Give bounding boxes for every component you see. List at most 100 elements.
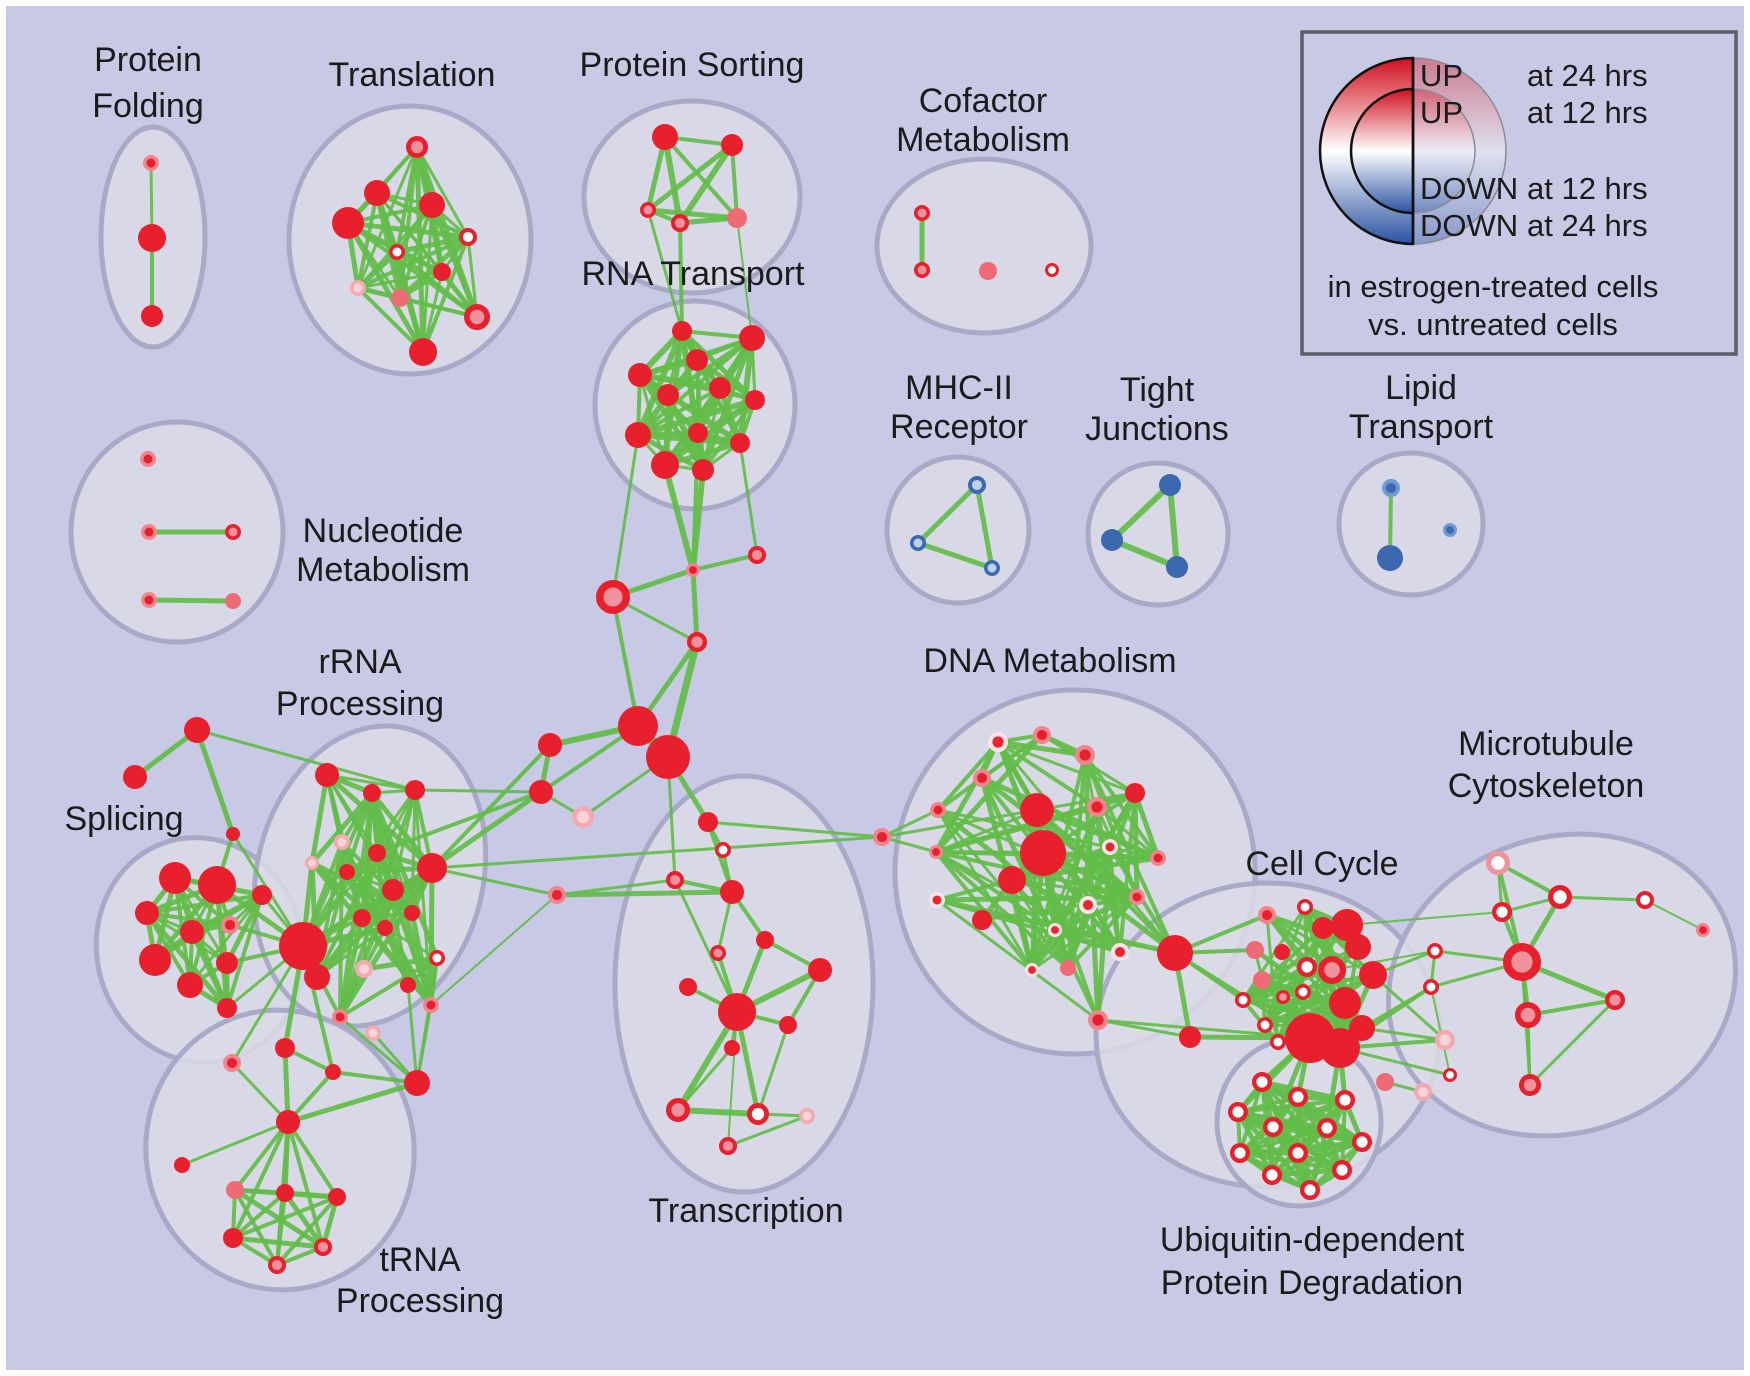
edge xyxy=(936,740,1000,812)
edge xyxy=(1095,805,1160,860)
node-DM17 xyxy=(1048,922,1063,937)
edge xyxy=(933,739,1001,855)
edge xyxy=(145,911,232,927)
node-T4 xyxy=(459,227,478,246)
edge xyxy=(1269,1167,1345,1178)
node-HUB1 xyxy=(618,706,658,746)
edge xyxy=(663,135,739,220)
edge xyxy=(331,1070,419,1085)
node-MC1 xyxy=(1548,885,1573,910)
edge xyxy=(915,540,995,571)
node-TN3 xyxy=(276,1184,294,1202)
node-TR8 xyxy=(679,978,697,996)
cluster-bubble-trna-processing xyxy=(143,1007,417,1293)
node-CC8 xyxy=(1317,956,1346,985)
node-CC16 xyxy=(1276,989,1291,1004)
edge xyxy=(662,462,696,573)
legend-box xyxy=(1300,30,1738,356)
node-UB11 xyxy=(1299,1179,1320,1200)
node-NM2 xyxy=(224,524,241,541)
node-CH0 xyxy=(685,562,700,577)
cluster-label-tight-junctions-line1: Tight xyxy=(1120,371,1195,409)
node-T3 xyxy=(419,192,445,218)
node-UB8 xyxy=(1287,1142,1308,1163)
cluster-label-rrna-processing-line2: Processing xyxy=(276,685,444,723)
node-UB6 xyxy=(1351,1131,1372,1152)
node-DM0 xyxy=(988,732,1009,753)
node-TJ2 xyxy=(1166,556,1188,578)
edge xyxy=(636,386,722,437)
edge xyxy=(691,431,700,572)
node-RR8 xyxy=(382,879,404,901)
node-L3 xyxy=(571,805,594,828)
edge xyxy=(675,1107,761,1117)
node-UB10 xyxy=(1261,1164,1282,1185)
node-TN2 xyxy=(226,1181,244,1199)
edge xyxy=(936,733,1044,812)
edge xyxy=(282,1045,291,1125)
edge xyxy=(1528,998,1617,1087)
legend-time-2: at 12 hrs xyxy=(1527,95,1648,130)
cluster-label-protein-folding-line2: Folding xyxy=(92,87,204,125)
legend-time-1: at 24 hrs xyxy=(1527,58,1648,93)
edge xyxy=(1167,482,1180,570)
edge xyxy=(935,898,1100,1022)
node-RR9 xyxy=(353,909,371,927)
cluster-label-rrna-processing-line1: rRNA xyxy=(318,643,401,681)
node-CH3 xyxy=(687,632,708,653)
cluster-bubble-transcription xyxy=(612,773,876,1195)
node-SP2 xyxy=(135,901,159,925)
node-RT3 xyxy=(628,363,652,387)
edge xyxy=(933,804,1100,855)
edge xyxy=(880,808,1039,839)
edge xyxy=(706,820,884,839)
node-UB3 xyxy=(1227,1101,1248,1122)
legend-time-3: at 12 hrs xyxy=(1527,171,1648,206)
node-CH2 xyxy=(595,579,630,614)
legend-direction-4: DOWN xyxy=(1420,208,1518,243)
edge xyxy=(145,893,264,915)
node-T10 xyxy=(409,338,437,366)
node-RT8 xyxy=(688,423,708,443)
node-MC7 xyxy=(1604,990,1625,1011)
edge xyxy=(1040,850,1178,956)
node-SP6 xyxy=(216,952,238,974)
edge xyxy=(691,553,759,572)
cluster-label-lipid-transport-line1: Lipid xyxy=(1385,369,1457,407)
cluster-label-cell-cycle: Cell Cycle xyxy=(1245,845,1398,883)
cluster-label-mhc-ii-receptor-line1: MHC-II xyxy=(905,369,1013,407)
edge xyxy=(611,595,640,728)
node-RR5 xyxy=(368,844,386,862)
node-RT7 xyxy=(625,422,651,448)
node-DM8 xyxy=(1020,793,1054,827)
edge xyxy=(662,397,758,468)
node-CC20 xyxy=(1376,1073,1394,1091)
node-SP7 xyxy=(177,972,203,998)
edge xyxy=(338,956,439,1019)
node-UB1 xyxy=(1287,1086,1308,1107)
node-L2 xyxy=(529,780,553,804)
node-RR21 xyxy=(404,1070,430,1096)
node-MH0 xyxy=(967,476,986,495)
edge xyxy=(1035,808,1177,955)
node-MH1 xyxy=(910,535,927,552)
node-T0 xyxy=(406,135,429,158)
node-NM1 xyxy=(140,524,157,541)
node-RT1 xyxy=(739,325,765,351)
node-CC19 xyxy=(1320,1028,1360,1068)
node-T6 xyxy=(433,263,451,281)
node-DM19 xyxy=(1060,960,1076,976)
edge xyxy=(1360,985,1433,1030)
edge xyxy=(413,788,543,794)
edge xyxy=(738,441,759,557)
node-DM1 xyxy=(1032,725,1051,744)
cluster-label-nucleotide-metabolism-line2: Metabolism xyxy=(296,551,470,589)
node-DM14 xyxy=(929,892,946,909)
node-TR7 xyxy=(710,945,727,962)
cluster-label-tight-junctions-line2: Junctions xyxy=(1085,410,1229,448)
edge xyxy=(701,398,757,472)
cluster-label-ubiquitin-line1: Ubiquitin-dependent xyxy=(1160,1221,1465,1259)
node-PF2 xyxy=(141,305,163,327)
node-DM7 xyxy=(1086,797,1107,818)
node-PS2 xyxy=(640,201,657,218)
